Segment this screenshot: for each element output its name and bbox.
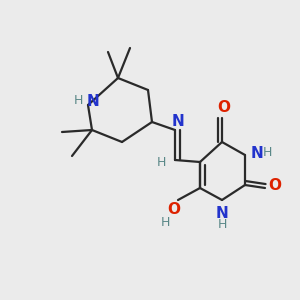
Text: N: N	[87, 94, 99, 109]
Text: N: N	[172, 115, 184, 130]
Text: O: O	[167, 202, 181, 217]
Text: H: H	[160, 215, 170, 229]
Text: N: N	[216, 206, 228, 220]
Text: H: H	[262, 146, 272, 160]
Text: N: N	[250, 146, 263, 160]
Text: H: H	[156, 155, 166, 169]
Text: O: O	[268, 178, 281, 194]
Text: O: O	[218, 100, 230, 116]
Text: H: H	[73, 94, 83, 107]
Text: H: H	[217, 218, 227, 230]
